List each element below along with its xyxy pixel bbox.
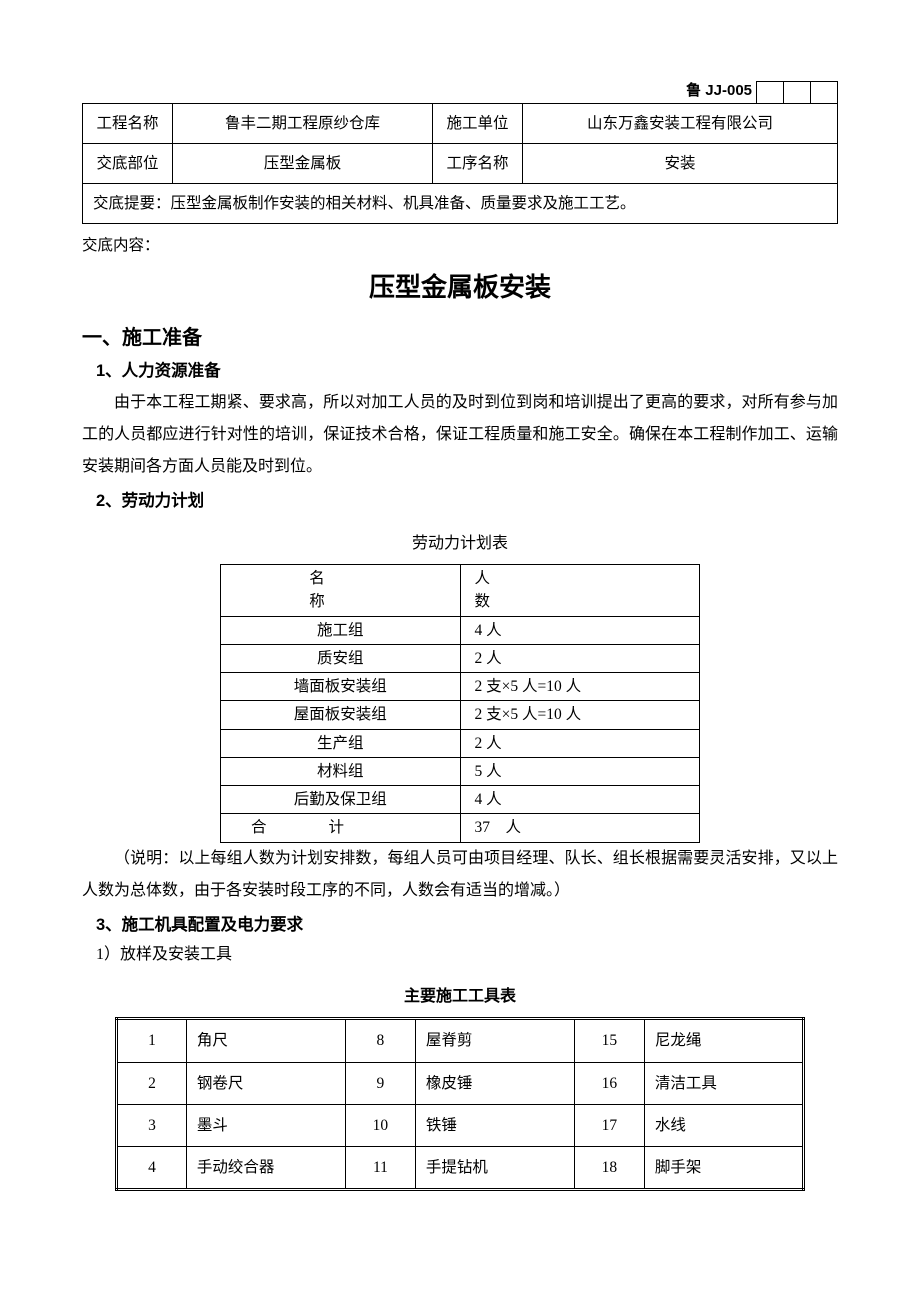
tool-num: 18 [574,1147,644,1190]
tools-table-caption: 主要施工工具表 [82,985,838,1009]
tool-num: 2 [117,1062,187,1104]
labor-count: 4 人 [460,616,700,644]
labor-row: 质安组2 人 [221,644,700,672]
tool-name: 清洁工具 [644,1062,803,1104]
header-label: 工程名称 [83,103,173,143]
tool-num: 3 [117,1104,187,1146]
tool-name: 脚手架 [644,1147,803,1190]
tools-row: 3墨斗10铁锤17水线 [117,1104,804,1146]
labor-table-caption: 劳动力计划表 [82,532,838,556]
tool-num: 11 [345,1147,415,1190]
tool-name: 水线 [644,1104,803,1146]
labor-header-count: 人 数 [460,565,700,617]
tool-name: 橡皮锤 [415,1062,574,1104]
labor-note: （说明：以上每组人数为计划安排数，每组人员可由项目经理、队长、组长根据需要灵活安… [82,843,838,907]
labor-row: 施工组4 人 [221,616,700,644]
header-value: 压型金属板 [173,143,433,183]
content-label: 交底内容： [82,234,838,257]
header-row: 交底部位 压型金属板 工序名称 安装 [83,143,838,183]
labor-name: 屋面板安装组 [221,701,461,729]
labor-total-label-text: 合 计 [251,819,344,836]
labor-name: 施工组 [221,616,461,644]
tools-row: 2钢卷尺9橡皮锤16清洁工具 [117,1062,804,1104]
code-box [783,81,811,103]
labor-name: 墙面板安装组 [221,673,461,701]
tool-num: 8 [345,1019,415,1062]
section-heading: 一、施工准备 [82,323,838,353]
labor-table-wrap: 名 称 人 数 施工组4 人质安组2 人墙面板安装组2 支×5 人=10 人屋面… [82,564,838,843]
header-label: 工序名称 [433,143,523,183]
tool-name: 墨斗 [186,1104,345,1146]
labor-row: 生产组2 人 [221,729,700,757]
tools-row: 1角尺8屋脊剪15尼龙绳 [117,1019,804,1062]
labor-total-label: 合 计 [221,814,461,842]
summary-cell: 交底提要：压型金属板制作安装的相关材料、机具准备、质量要求及施工工艺。 [83,184,838,224]
labor-row: 墙面板安装组2 支×5 人=10 人 [221,673,700,701]
tool-num: 17 [574,1104,644,1146]
header-value: 鲁丰二期工程原纱仓库 [173,103,433,143]
main-title: 压型金属板安装 [82,268,838,307]
header-label: 交底部位 [83,143,173,183]
doc-code-row: 鲁 JJ-005 [82,80,838,103]
tool-num: 15 [574,1019,644,1062]
tool-name: 铁锤 [415,1104,574,1146]
labor-count: 2 人 [460,644,700,672]
labor-total-row: 合 计 37 人 [221,814,700,842]
labor-count: 5 人 [460,757,700,785]
subsection-heading: 3、施工机具配置及电力要求 [82,913,838,938]
tool-num: 10 [345,1104,415,1146]
sub-sub-heading: 1）放样及安装工具 [82,943,838,967]
labor-header-row: 名 称 人 数 [221,565,700,617]
tool-name: 屋脊剪 [415,1019,574,1062]
tool-num: 4 [117,1147,187,1190]
tool-name: 钢卷尺 [186,1062,345,1104]
labor-total-count: 37 人 [460,814,700,842]
labor-row: 材料组5 人 [221,757,700,785]
header-label: 施工单位 [433,103,523,143]
summary-row: 交底提要：压型金属板制作安装的相关材料、机具准备、质量要求及施工工艺。 [83,184,838,224]
labor-name: 材料组 [221,757,461,785]
labor-name: 后勤及保卫组 [221,786,461,814]
labor-header-name: 名 称 [221,565,461,617]
header-table: 工程名称 鲁丰二期工程原纱仓库 施工单位 山东万鑫安装工程有限公司 交底部位 压… [82,103,838,225]
labor-row: 屋面板安装组2 支×5 人=10 人 [221,701,700,729]
code-box [810,81,838,103]
labor-name: 质安组 [221,644,461,672]
labor-count: 2 支×5 人=10 人 [460,673,700,701]
tool-num: 16 [574,1062,644,1104]
tool-name: 角尺 [186,1019,345,1062]
tool-name: 手提钻机 [415,1147,574,1190]
tools-table: 1角尺8屋脊剪15尼龙绳2钢卷尺9橡皮锤16清洁工具3墨斗10铁锤17水线4手动… [115,1017,805,1191]
code-box [756,81,784,103]
header-value: 安装 [523,143,838,183]
labor-name: 生产组 [221,729,461,757]
header-value: 山东万鑫安装工程有限公司 [523,103,838,143]
labor-header-count-text: 人 数 [475,570,661,610]
body-paragraph: 由于本工程工期紧、要求高，所以对加工人员的及时到位到岗和培训提出了更高的要求，对… [82,387,838,483]
tool-name: 尼龙绳 [644,1019,803,1062]
header-row: 工程名称 鲁丰二期工程原纱仓库 施工单位 山东万鑫安装工程有限公司 [83,103,838,143]
tool-name: 手动绞合器 [186,1147,345,1190]
subsection-heading: 1、人力资源准备 [82,359,838,384]
tool-num: 9 [345,1062,415,1104]
tools-table-wrap: 1角尺8屋脊剪15尼龙绳2钢卷尺9橡皮锤16清洁工具3墨斗10铁锤17水线4手动… [82,1017,838,1191]
labor-count: 2 人 [460,729,700,757]
doc-code: 鲁 JJ-005 [686,80,752,103]
labor-count: 4 人 [460,786,700,814]
labor-count: 2 支×5 人=10 人 [460,701,700,729]
tools-row: 4手动绞合器11手提钻机18脚手架 [117,1147,804,1190]
code-boxes [756,81,838,103]
tool-num: 1 [117,1019,187,1062]
labor-table: 名 称 人 数 施工组4 人质安组2 人墙面板安装组2 支×5 人=10 人屋面… [220,564,700,843]
subsection-heading: 2、劳动力计划 [82,489,838,514]
labor-row: 后勤及保卫组4 人 [221,786,700,814]
